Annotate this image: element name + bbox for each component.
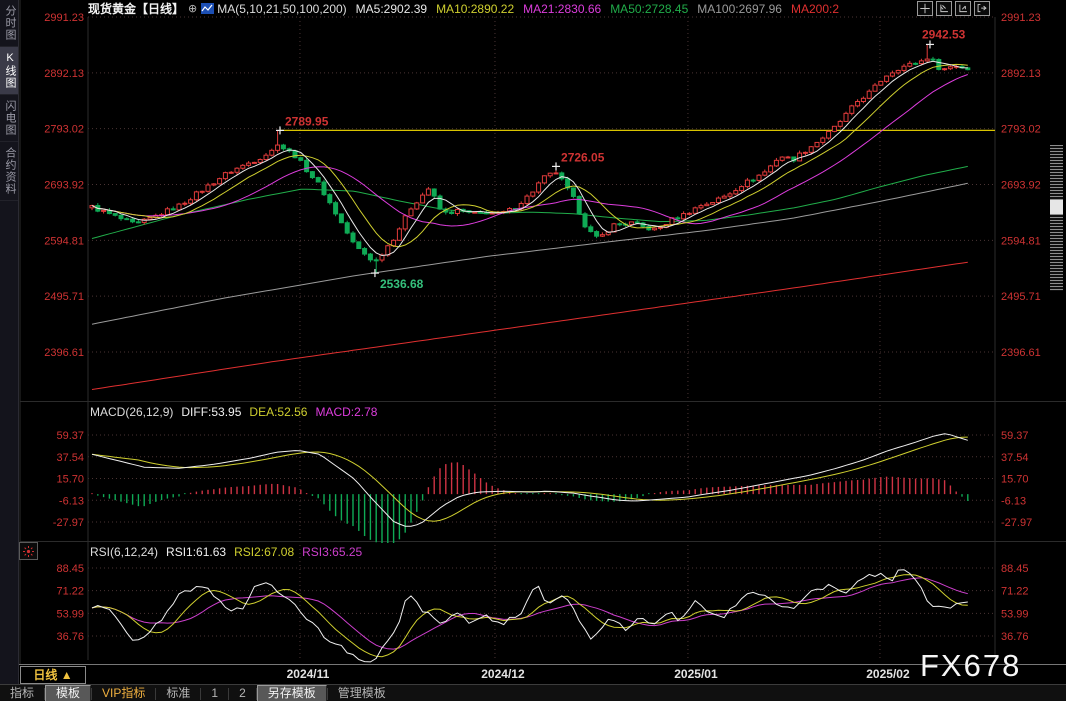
y-axis-scale-icon[interactable]	[936, 1, 952, 16]
indicator-value-label: RSI2:67.08	[234, 545, 295, 559]
svg-text:37.54: 37.54	[56, 452, 84, 464]
indicator-value-label: MACD:2.78	[315, 405, 378, 419]
toolbar-divider	[228, 687, 230, 700]
price-scale-scrollbar[interactable]	[1050, 145, 1063, 291]
ma-values: MA5:2902.39 MA10:2890.22 MA21:2830.66 MA50:…	[356, 2, 848, 16]
toolbar-item-标准[interactable]: 标准	[166, 686, 191, 700]
indicator-settings-icon[interactable]	[19, 542, 38, 560]
toolbar-item-2[interactable]: 2	[239, 686, 246, 700]
rsi-panel-header: RSI(6,12,24) RSI1:61.63 RSI2:67.08 RSI3:65.…	[90, 545, 363, 559]
chart-header: 现货黄金【日线】 ⊕ MA(5,10,21,50,100,200) MA5:29…	[20, 0, 1066, 17]
svg-text:59.37: 59.37	[1001, 430, 1029, 442]
svg-text:2793.02: 2793.02	[44, 124, 84, 136]
sidebar-tab-合约资料[interactable]: 合约资料	[0, 142, 18, 201]
svg-text:2991.23: 2991.23	[1001, 12, 1041, 24]
svg-text:2892.13: 2892.13	[44, 68, 84, 80]
toolbar-divider	[155, 687, 157, 700]
toolbar-item-另存模板[interactable]: 另存模板	[256, 685, 327, 701]
ma-value-label: MA100:2697.96	[697, 1, 782, 16]
expand-icon[interactable]: ⊕	[188, 3, 198, 15]
svg-text:37.54: 37.54	[1001, 452, 1029, 464]
ma-group-label: MA(5,10,21,50,100,200)	[217, 1, 347, 16]
svg-text:2726.05: 2726.05	[561, 150, 605, 164]
indicator-value-label: DIFF:53.95	[181, 405, 242, 419]
ma-value-label: MA200:2	[790, 1, 840, 16]
svg-text:2793.02: 2793.02	[1001, 124, 1041, 136]
svg-text:88.45: 88.45	[56, 563, 84, 575]
toolbar-divider	[255, 687, 257, 700]
svg-text:53.99: 53.99	[56, 608, 84, 620]
ma-value-label: MA10:2890.22	[436, 1, 515, 16]
date-label: 2024/12	[481, 667, 525, 681]
svg-text:36.76: 36.76	[1001, 631, 1029, 643]
toolbar-divider	[44, 687, 46, 700]
ma-value-label: MA50:2728.45	[610, 1, 689, 16]
ma-value-label: MA5:2902.39	[355, 1, 428, 16]
svg-text:2594.81: 2594.81	[44, 235, 84, 247]
svg-text:-6.13: -6.13	[1001, 495, 1026, 507]
date-label: 2024/11	[286, 667, 330, 681]
svg-text:2991.23: 2991.23	[44, 12, 84, 24]
pan-crosshair-icon[interactable]	[917, 1, 933, 16]
svg-text:2693.92: 2693.92	[1001, 179, 1041, 191]
svg-text:2495.71: 2495.71	[44, 291, 84, 303]
sidebar-tab-分时图[interactable]: 分时图	[0, 0, 18, 47]
svg-text:2536.68: 2536.68	[380, 277, 424, 291]
svg-text:2789.95: 2789.95	[285, 114, 329, 128]
svg-text:-27.97: -27.97	[1001, 517, 1032, 529]
toolbar-divider	[200, 687, 202, 700]
date-label: 2025/01	[674, 667, 718, 681]
ma-value-label: MA21:2830.66	[523, 1, 602, 16]
symbol-title: 现货黄金【日线】	[88, 2, 185, 16]
toolbar-item-管理模板[interactable]: 管理模板	[337, 686, 386, 700]
date-label: 2025/02	[866, 667, 910, 681]
macd-panel-header: MACD(26,12,9) DIFF:53.95 DEA:52.56 MACD:2.7…	[90, 405, 378, 419]
indicator-value-label: RSI1:61.63	[166, 545, 227, 559]
svg-text:59.37: 59.37	[56, 430, 84, 442]
svg-text:88.45: 88.45	[1001, 563, 1029, 575]
svg-text:71.22: 71.22	[1001, 586, 1029, 598]
toolbar-item-指标[interactable]: 指标	[10, 686, 35, 700]
watermark: FX678	[920, 648, 1022, 683]
svg-text:-27.97: -27.97	[53, 517, 84, 529]
sidebar-tab-闪电图[interactable]: 闪电图	[0, 95, 18, 142]
period-selector[interactable]: 日线 ▲	[20, 666, 86, 684]
svg-text:2594.81: 2594.81	[1001, 235, 1041, 247]
svg-text:15.70: 15.70	[56, 474, 84, 486]
svg-text:2396.61: 2396.61	[44, 347, 84, 359]
indicator-value-label: RSI3:65.25	[302, 545, 363, 559]
x-axis-scale-icon[interactable]	[955, 1, 971, 16]
svg-text:2892.13: 2892.13	[1001, 68, 1041, 80]
date-axis-row: 日线 ▲ 2024/11 2024/12 2025/01 2025/02	[19, 664, 1066, 684]
toolbar-item-模板[interactable]: 模板	[45, 685, 92, 701]
toolbar-item-1[interactable]: 1	[211, 686, 219, 700]
svg-text:36.76: 36.76	[56, 631, 84, 643]
scrollbar-thumb[interactable]	[1050, 200, 1063, 215]
svg-text:53.99: 53.99	[1001, 608, 1029, 620]
svg-text:-6.13: -6.13	[59, 495, 84, 507]
svg-text:71.22: 71.22	[56, 586, 84, 598]
toolbar-item-VIP指标[interactable]: VIP指标	[102, 686, 146, 700]
toolbar-divider	[91, 687, 93, 700]
svg-text:15.70: 15.70	[1001, 474, 1029, 486]
exit-panel-icon[interactable]	[974, 1, 990, 16]
bottom-toolbar: 指标 模板 VIP指标 标准 1 2 另存模板 管理模板	[0, 684, 1066, 701]
svg-text:2396.61: 2396.61	[1001, 347, 1041, 359]
svg-text:2495.71: 2495.71	[1001, 291, 1041, 303]
sidebar-tab-K线图[interactable]: K线图	[0, 47, 18, 95]
left-sidebar: 分时图 K线图 闪电图 合约资料	[0, 0, 19, 701]
indicator-value-label: DEA:52.56	[249, 405, 308, 419]
svg-text:2942.53: 2942.53	[922, 27, 966, 41]
chart-tool-buttons	[917, 1, 990, 16]
svg-text:2693.92: 2693.92	[44, 179, 84, 191]
mini-chart-icon	[201, 3, 215, 14]
toolbar-divider	[326, 687, 328, 700]
